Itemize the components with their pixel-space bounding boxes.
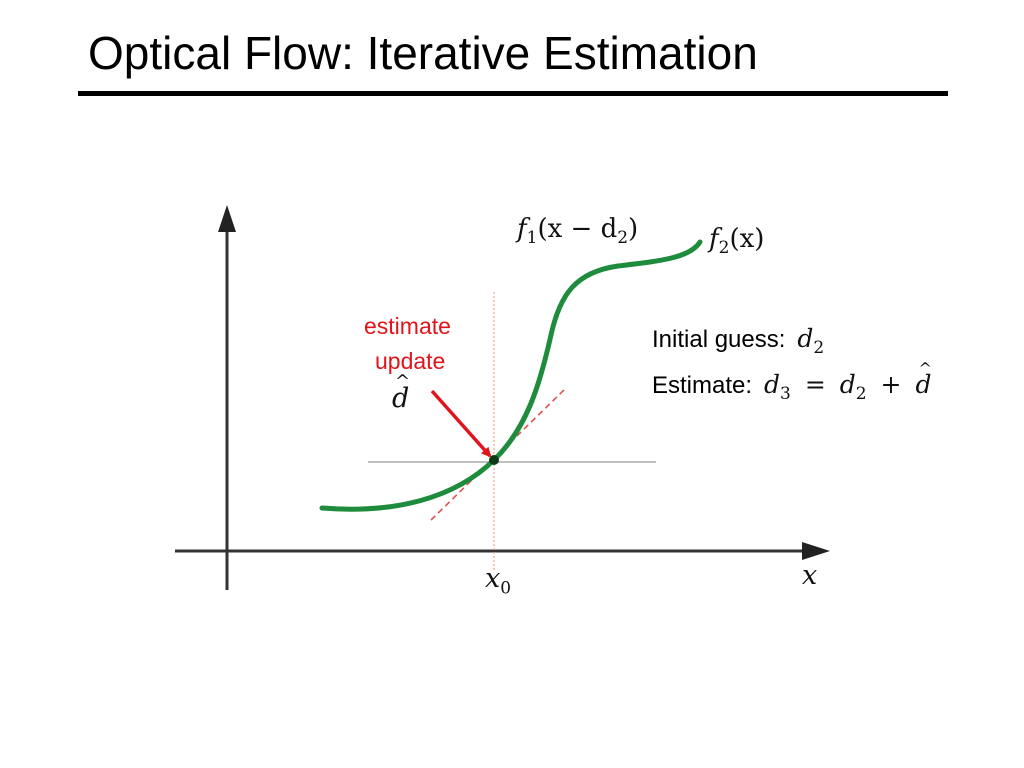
initial-guess-text: Initial guess:: [652, 326, 786, 353]
slide-title: Optical Flow: Iterative Estimation: [88, 27, 758, 79]
curve-label-f1: f1(x − d2): [517, 214, 639, 249]
y-axis-arrowhead: [218, 205, 236, 232]
hat-accent: ^: [395, 371, 411, 392]
estimate-update-arrow: [430, 389, 492, 458]
estimate-hat-accent: ^: [918, 359, 932, 378]
annotation-line1: estimate: [364, 313, 451, 339]
estimate-equation: d3 = d2 + d ^: [764, 359, 932, 404]
curve-label-f2: f2(x): [709, 224, 765, 259]
estimate-text: Estimate:: [652, 372, 753, 399]
x-axis-arrowhead: [802, 542, 830, 560]
x-axis-label: x: [802, 560, 818, 591]
d-hat-symbol: d: [392, 383, 410, 414]
annotation-d-hat: d ^: [392, 371, 410, 414]
initial-guess-var: d2: [797, 324, 825, 358]
estimate-d-hat: d: [915, 370, 932, 399]
initial-guess-row: Initial guess: d2: [652, 324, 824, 358]
title-underline: [78, 91, 948, 96]
curve-f1: [319, 239, 703, 512]
x0-label: x0: [485, 563, 512, 599]
estimate-row: Estimate: d3 = d2 + d ^: [652, 359, 932, 404]
x0-point: [489, 455, 499, 465]
annotation-line2: update: [375, 348, 446, 374]
